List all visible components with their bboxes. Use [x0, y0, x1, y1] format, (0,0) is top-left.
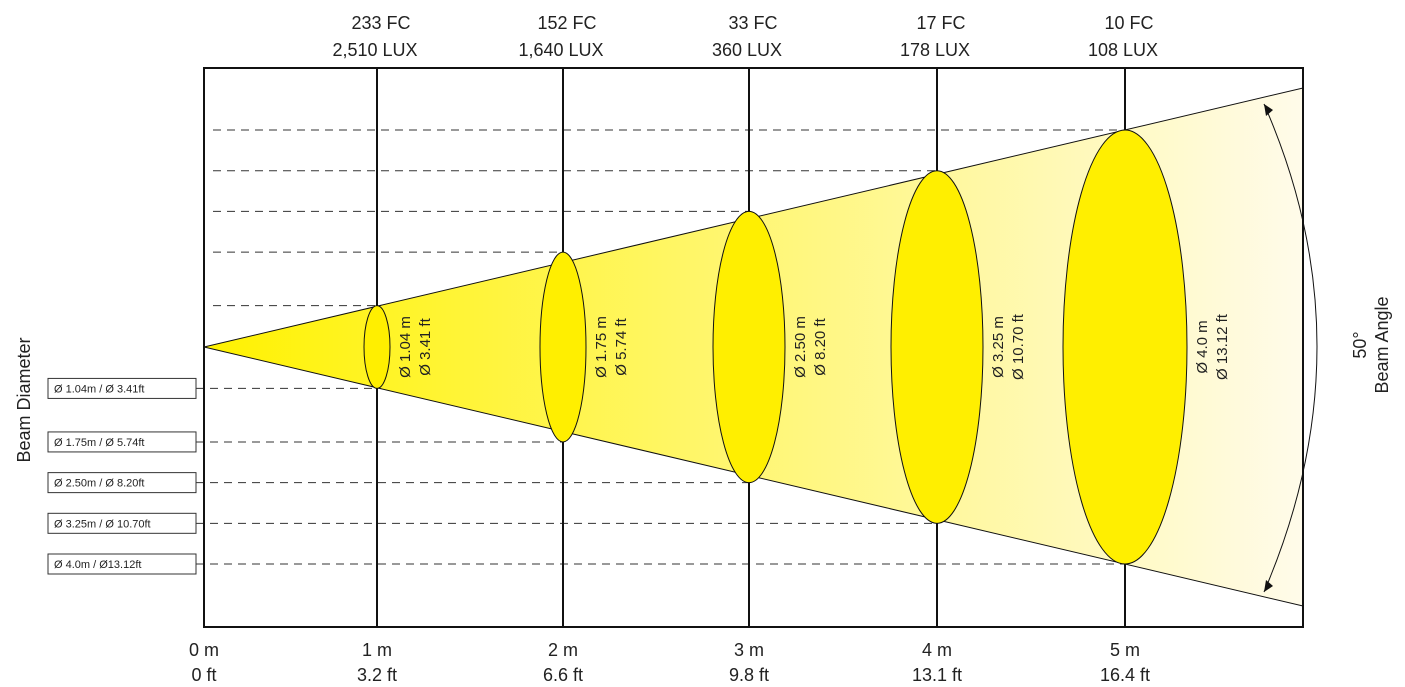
beam-angle-degrees: 50°	[1350, 331, 1370, 358]
beam-spot-ellipse	[539, 251, 587, 443]
diameter-legend-box	[47, 431, 197, 453]
distance-ft-label: 16.4 ft	[1100, 665, 1150, 685]
illuminance-lux-label: 178 LUX	[900, 40, 970, 60]
diameter-ft-label: Ø 5.74 ft	[613, 317, 630, 375]
diameter-ft-label: Ø 10.70 ft	[1010, 313, 1027, 380]
distance-m-label: 3 m	[734, 640, 764, 660]
illuminance-fc-label: 33 FC	[728, 13, 777, 33]
distance-m-label: 2 m	[548, 640, 578, 660]
beam-spot-ellipse	[890, 170, 984, 524]
diameter-legend-box	[47, 553, 197, 575]
diameter-legend-text: Ø 4.0m / Ø13.12ft	[54, 559, 141, 571]
diagram-frame	[203, 67, 1304, 628]
illuminance-lux-label: 2,510 LUX	[332, 40, 417, 60]
diameter-legend-text: Ø 1.75m / Ø 5.74ft	[54, 437, 145, 449]
illuminance-lux-label: 1,640 LUX	[518, 40, 603, 60]
diameter-m-label: Ø 4.0 m	[1194, 320, 1211, 373]
origin-m-label: 0 m	[189, 640, 219, 660]
distance-ft-label: 13.1 ft	[912, 665, 962, 685]
diameter-legend-text: Ø 1.04m / Ø 3.41ft	[54, 383, 145, 395]
beam-spot-ellipse	[712, 210, 786, 484]
distance-ft-label: 6.6 ft	[543, 665, 583, 685]
diameter-legend-box	[47, 512, 197, 534]
distance-ft-label: 9.8 ft	[729, 665, 769, 685]
distance-m-label: 4 m	[922, 640, 952, 660]
beam-angle-arrowhead-bottom	[1264, 580, 1273, 592]
distance-ft-label: 3.2 ft	[357, 665, 397, 685]
beam-angle-arrow	[1263, 103, 1318, 593]
diameter-legend-box	[47, 472, 197, 494]
illuminance-fc-label: 233 FC	[351, 13, 410, 33]
diameter-ft-label: Ø 8.20 ft	[812, 317, 829, 375]
beam-diameter-axis-label: Beam Diameter	[14, 337, 34, 462]
illuminance-lux-label: 108 LUX	[1088, 40, 1158, 60]
diameter-ft-label: Ø 3.41 ft	[417, 317, 434, 375]
beam-spot-ellipse	[363, 305, 391, 389]
diameter-legend-text: Ø 2.50m / Ø 8.20ft	[54, 478, 145, 490]
illuminance-fc-label: 152 FC	[537, 13, 596, 33]
illuminance-lux-label: 360 LUX	[712, 40, 782, 60]
diameter-legend-text: Ø 3.25m / Ø 10.70ft	[54, 518, 151, 530]
diameter-m-label: Ø 1.75 m	[593, 316, 610, 378]
beam-spot-ellipse	[1062, 129, 1188, 565]
origin-ft-label: 0 ft	[191, 665, 216, 685]
distance-m-label: 1 m	[362, 640, 392, 660]
illuminance-fc-label: 10 FC	[1104, 13, 1153, 33]
diameter-m-label: Ø 1.04 m	[397, 316, 414, 378]
beam-angle-arrowhead-top	[1264, 104, 1273, 116]
distance-m-label: 5 m	[1110, 640, 1140, 660]
beam-angle-label: Beam Angle	[1372, 296, 1392, 393]
diameter-legend-box	[47, 377, 197, 399]
diameter-m-label: Ø 3.25 m	[990, 316, 1007, 378]
illuminance-fc-label: 17 FC	[916, 13, 965, 33]
diameter-ft-label: Ø 13.12 ft	[1214, 313, 1231, 380]
diameter-m-label: Ø 2.50 m	[792, 316, 809, 378]
